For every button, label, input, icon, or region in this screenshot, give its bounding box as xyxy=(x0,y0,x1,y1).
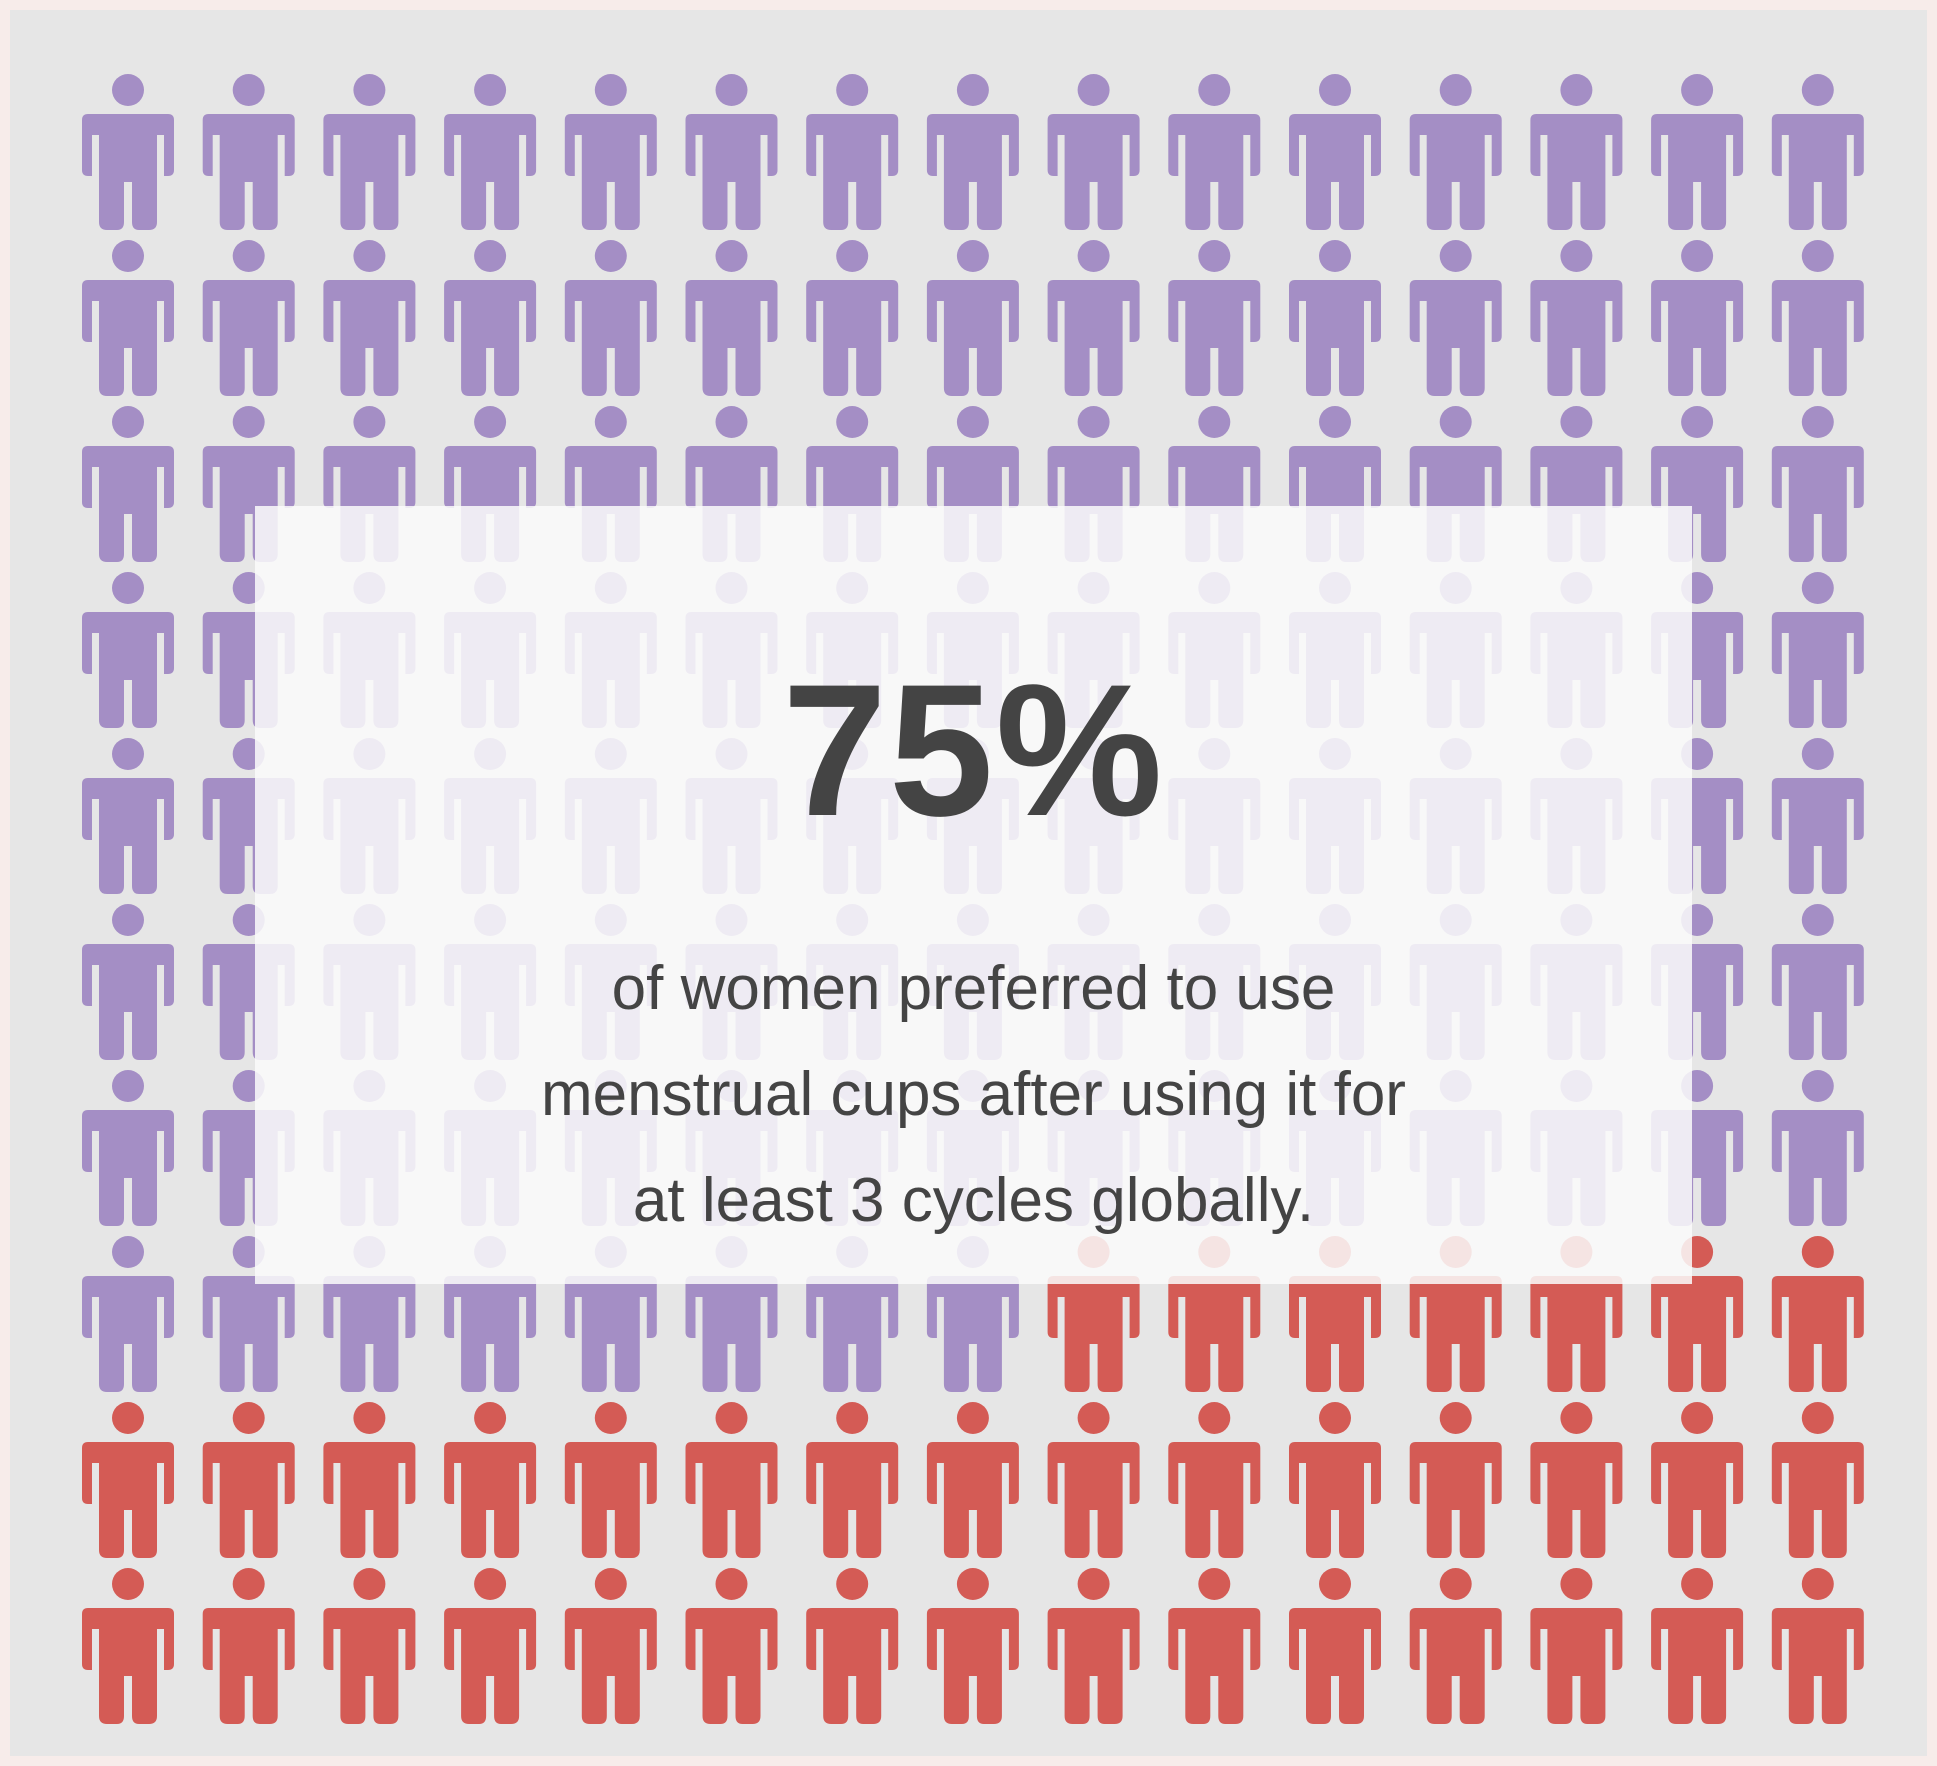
person-icon xyxy=(1771,904,1864,1060)
person-icon xyxy=(1771,1568,1864,1724)
person-icon xyxy=(202,240,295,396)
person-icon xyxy=(1409,1568,1502,1724)
person-icon xyxy=(1530,74,1623,230)
person-icon xyxy=(1168,240,1261,396)
person-icon xyxy=(1409,1402,1502,1558)
person-icon xyxy=(444,1568,537,1724)
person-icon xyxy=(82,406,174,562)
stat-panel: 75% of women preferred to use menstrual … xyxy=(255,506,1692,1284)
person-icon xyxy=(444,240,537,396)
person-icon xyxy=(1771,1402,1864,1558)
person-icon xyxy=(806,1402,899,1558)
person-icon xyxy=(323,240,416,396)
person-icon xyxy=(1771,572,1864,728)
person-icon xyxy=(806,1568,899,1724)
person-icon xyxy=(685,1402,778,1558)
person-icon xyxy=(926,1402,1019,1558)
person-icon xyxy=(1289,1568,1381,1724)
person-icon xyxy=(202,1568,295,1724)
person-icon xyxy=(323,1568,416,1724)
person-icon xyxy=(1530,1402,1623,1558)
person-icon xyxy=(1168,1402,1261,1558)
person-icon xyxy=(1047,240,1140,396)
person-icon xyxy=(564,240,657,396)
person-icon xyxy=(1771,1070,1864,1226)
person-icon xyxy=(806,240,899,396)
person-icon xyxy=(1168,74,1261,230)
person-icon xyxy=(82,1070,174,1226)
person-icon xyxy=(1651,1402,1744,1558)
person-icon xyxy=(685,240,778,396)
person-icon xyxy=(1530,1568,1623,1724)
person-icon xyxy=(1530,240,1623,396)
infographic-frame: 75% of women preferred to use menstrual … xyxy=(10,10,1927,1756)
person-icon xyxy=(564,74,657,230)
person-icon xyxy=(1409,74,1502,230)
caption-line: menstrual cups after using it for xyxy=(541,1060,1406,1129)
person-icon xyxy=(1771,1236,1864,1392)
person-icon xyxy=(1771,738,1864,894)
person-icon xyxy=(82,1568,174,1724)
person-icon xyxy=(926,74,1019,230)
person-icon xyxy=(1409,240,1502,396)
person-icon xyxy=(1289,240,1381,396)
person-icon xyxy=(806,74,899,230)
person-icon xyxy=(1047,1402,1140,1558)
person-icon xyxy=(1168,1568,1261,1724)
person-icon xyxy=(1651,74,1744,230)
person-icon xyxy=(926,240,1019,396)
person-icon xyxy=(1771,74,1864,230)
caption-line: of women preferred to use xyxy=(611,954,1336,1023)
person-icon xyxy=(1289,74,1381,230)
person-icon xyxy=(444,1402,537,1558)
person-icon xyxy=(1047,74,1140,230)
person-icon xyxy=(202,1402,295,1558)
person-icon xyxy=(564,1568,657,1724)
caption-line: at least 3 cycles globally. xyxy=(632,1166,1315,1235)
stat-caption: of women preferred to use menstrual cups… xyxy=(315,936,1632,1254)
person-icon xyxy=(685,1568,778,1724)
person-icon xyxy=(82,738,174,894)
person-icon xyxy=(685,74,778,230)
person-icon xyxy=(1771,240,1864,396)
person-icon xyxy=(926,1568,1019,1724)
person-icon xyxy=(1771,406,1864,562)
person-icon xyxy=(1651,240,1744,396)
person-icon xyxy=(323,1402,416,1558)
person-icon xyxy=(82,240,174,396)
person-icon xyxy=(1651,1568,1744,1724)
person-icon xyxy=(82,74,174,230)
stat-value: 75% xyxy=(782,645,1165,855)
person-icon xyxy=(444,74,537,230)
person-icon xyxy=(82,1236,174,1392)
person-icon xyxy=(1047,1568,1140,1724)
person-icon xyxy=(82,1402,174,1558)
person-icon xyxy=(202,74,295,230)
person-icon xyxy=(323,74,416,230)
person-icon xyxy=(82,572,174,728)
person-icon xyxy=(82,904,174,1060)
person-icon xyxy=(1289,1402,1381,1558)
person-icon xyxy=(564,1402,657,1558)
